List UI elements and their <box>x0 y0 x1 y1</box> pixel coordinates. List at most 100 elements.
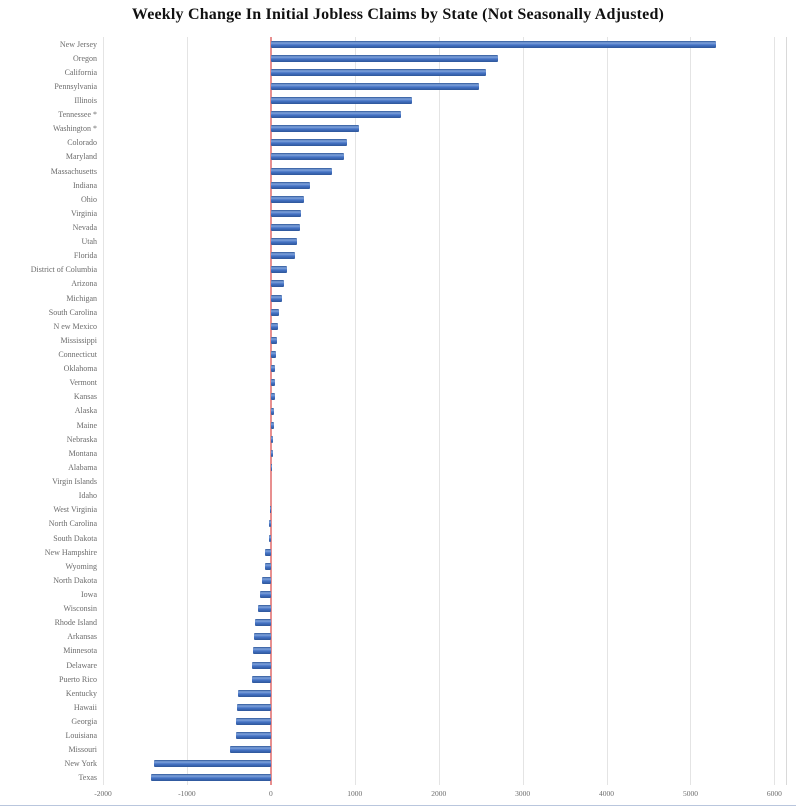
category-label: California <box>64 67 97 77</box>
gridline <box>606 37 608 785</box>
category-label: Hawaii <box>73 702 97 712</box>
bar <box>268 534 271 542</box>
bar <box>258 605 271 613</box>
category-label: Colorado <box>67 138 97 148</box>
category-label: Puerto Rico <box>59 674 97 684</box>
bar <box>270 82 479 90</box>
bar <box>270 181 310 189</box>
category-label: Mississippi <box>60 335 97 345</box>
bar <box>269 520 271 528</box>
category-label: Iowa <box>81 589 97 599</box>
x-tick-label: -2000 <box>94 789 112 798</box>
x-tick-label: 0 <box>268 789 273 798</box>
bar <box>270 478 272 486</box>
category-label: Rhode Island <box>54 618 97 628</box>
bar <box>270 54 499 62</box>
category-label: Florida <box>73 251 97 261</box>
category-label: Vermont <box>69 378 97 388</box>
bar <box>270 209 302 217</box>
bar <box>270 463 273 471</box>
category-label: Alabama <box>68 462 97 472</box>
x-tick-label: 5000 <box>682 789 698 798</box>
category-label: New Jersey <box>59 39 97 49</box>
category-label: North Carolina <box>48 519 97 529</box>
bar <box>270 379 276 387</box>
bar <box>270 351 277 359</box>
bar <box>270 68 486 76</box>
bar <box>270 266 287 274</box>
category-label: Idaho <box>78 491 97 501</box>
category-label: Virginia <box>70 208 97 218</box>
category-label: N ew Mexico <box>53 321 97 331</box>
bar <box>150 774 271 782</box>
bar <box>270 224 301 232</box>
category-label: Montana <box>68 448 97 458</box>
gridline <box>438 37 440 785</box>
category-label: Oklahoma <box>63 364 97 374</box>
category-label: Alaska <box>74 406 97 416</box>
gridline <box>690 37 692 785</box>
category-label: Maryland <box>65 152 97 162</box>
bar <box>270 238 297 246</box>
category-label: Maine <box>76 420 97 430</box>
category-label: Kentucky <box>65 688 97 698</box>
bar <box>237 703 271 711</box>
bar <box>270 280 285 288</box>
bar <box>270 139 347 147</box>
category-label: Pennsylvania <box>54 81 97 91</box>
x-tick-label: 1000 <box>347 789 363 798</box>
category-label: Tennessee * <box>58 110 97 120</box>
bar <box>270 125 359 133</box>
gridline <box>354 37 356 785</box>
category-label: Connecticut <box>58 350 97 360</box>
bar <box>270 322 278 330</box>
x-tick-label: -1000 <box>178 789 196 798</box>
bar <box>270 365 276 373</box>
bar <box>229 746 271 754</box>
category-label: West Virginia <box>53 505 97 515</box>
bar <box>238 689 271 697</box>
bar <box>259 590 271 598</box>
category-label: Ohio <box>81 194 97 204</box>
bar <box>270 336 278 344</box>
bar <box>264 562 271 570</box>
bar <box>270 308 279 316</box>
category-label: Kansas <box>73 392 97 402</box>
bar <box>235 732 271 740</box>
category-label: Wisconsin <box>63 604 97 614</box>
category-label: Virgin Islands <box>52 477 97 487</box>
x-tick-label: 6000 <box>766 789 782 798</box>
category-label: Michigan <box>66 293 97 303</box>
category-label: Missouri <box>68 745 97 755</box>
category-label: Arkansas <box>67 632 97 642</box>
category-label: South Dakota <box>53 533 97 543</box>
category-label: Nebraska <box>66 434 97 444</box>
category-label: North Dakota <box>53 575 97 585</box>
category-label: Minnesota <box>63 646 97 656</box>
plot-right-edge <box>786 37 787 785</box>
category-label: Georgia <box>71 716 97 726</box>
bar <box>270 195 304 203</box>
plot-area <box>103 37 787 785</box>
bar <box>270 407 275 415</box>
category-label: Illinois <box>74 95 97 105</box>
category-label: Massachusetts <box>50 166 97 176</box>
bar <box>270 449 273 457</box>
category-label: District of Columbia <box>30 265 97 275</box>
bar <box>252 647 271 655</box>
category-label: Nevada <box>72 223 97 233</box>
chart-bottom-border <box>0 805 796 806</box>
bar <box>270 393 275 401</box>
category-label: Texas <box>78 773 97 783</box>
bar <box>270 40 717 48</box>
bar <box>252 661 271 669</box>
x-tick-label: 4000 <box>599 789 615 798</box>
category-label: Louisiana <box>65 731 97 741</box>
gridline <box>522 37 524 785</box>
bar <box>270 167 332 175</box>
category-label: Oregon <box>73 53 97 63</box>
bar <box>270 111 401 119</box>
x-tick-label: 2000 <box>431 789 447 798</box>
chart-title: Weekly Change In Initial Jobless Claims … <box>131 6 665 23</box>
bar <box>261 576 271 584</box>
